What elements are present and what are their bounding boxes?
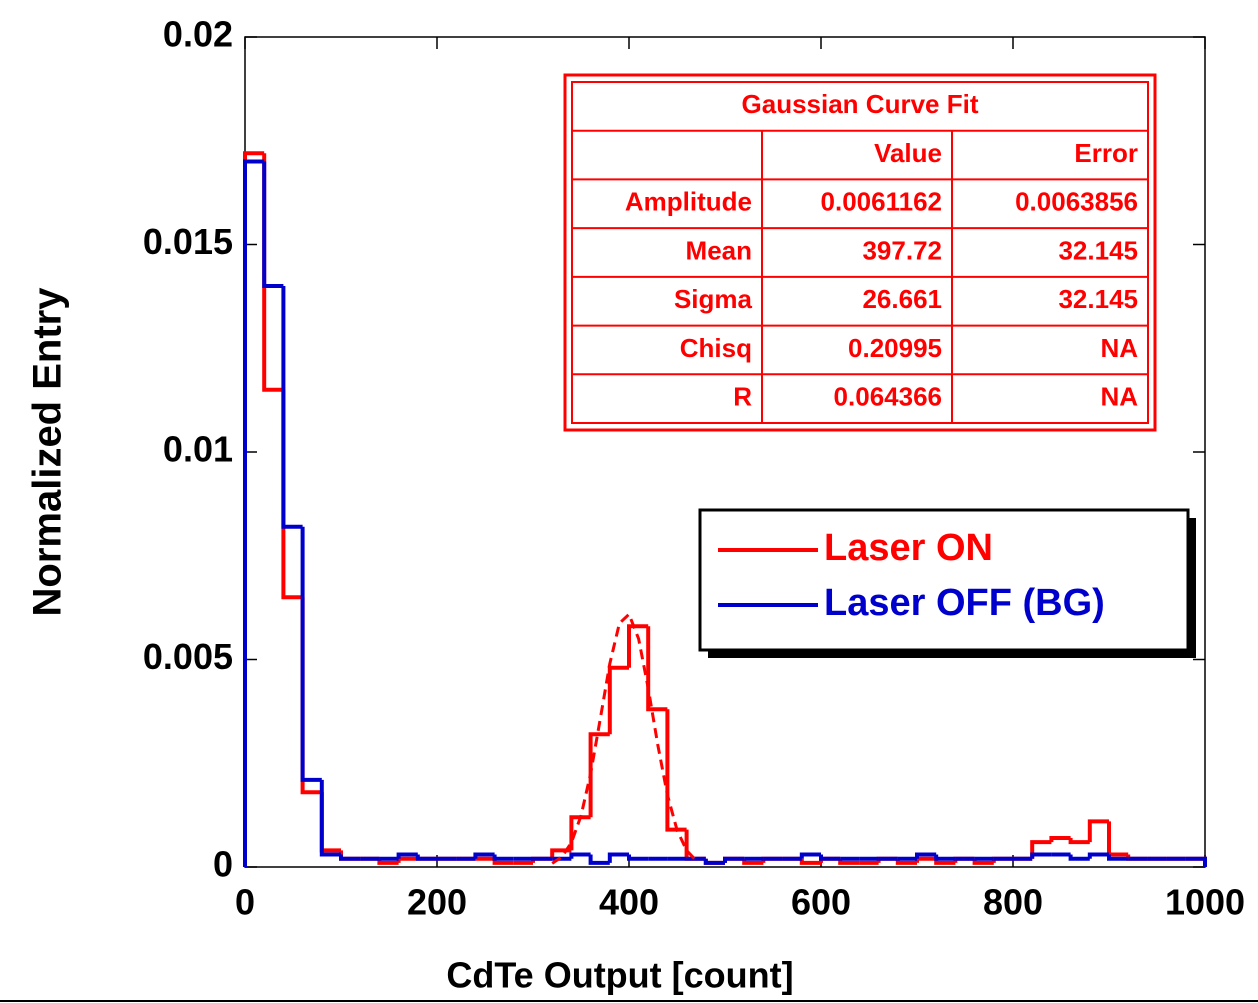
histogram-bin <box>588 854 610 865</box>
histogram-bin <box>607 665 629 735</box>
legend-label: Laser ON <box>824 527 993 569</box>
x-tick-label: 1000 <box>1165 882 1245 923</box>
histogram-bin <box>281 389 303 600</box>
histogram-bin <box>703 858 725 865</box>
histogram-bin <box>1068 854 1090 861</box>
histogram-bin <box>627 624 649 668</box>
x-axis-label: CdTe Output [count] <box>446 955 793 996</box>
histogram-bin <box>569 852 591 859</box>
histogram-bin <box>1087 819 1109 843</box>
histogram-bin <box>665 709 687 832</box>
table-cell: Sigma <box>674 284 753 314</box>
histogram-bin <box>915 852 937 859</box>
histogram-bin <box>281 286 303 529</box>
table-cell: 26.661 <box>862 284 942 314</box>
histogram-bin <box>319 792 341 853</box>
table-cell: NA <box>1100 333 1138 363</box>
histogram-bin <box>723 856 745 863</box>
table-cell: NA <box>1100 382 1138 412</box>
histogram-bin <box>262 153 284 392</box>
fit-curve <box>551 611 698 865</box>
legend-box <box>698 508 1190 652</box>
table-header: Value <box>874 138 942 168</box>
histogram-bin <box>319 779 341 857</box>
histogram-bin <box>300 597 322 795</box>
histogram-bin <box>607 852 629 863</box>
histogram-bin <box>1087 852 1109 859</box>
histogram-bin <box>799 858 821 865</box>
x-tick-label: 0 <box>235 882 255 923</box>
table-border <box>563 73 1157 432</box>
histogram-bin <box>300 526 322 782</box>
table-cell: 0.20995 <box>848 333 942 363</box>
y-axis-label: Normalized Entry <box>26 287 70 617</box>
table-cell: Mean <box>686 235 752 265</box>
x-tick-label: 600 <box>791 882 851 923</box>
y-tick-label: 0.005 <box>143 636 233 677</box>
histogram-bin <box>243 159 265 867</box>
histogram-bin <box>243 151 265 867</box>
y-tick-label: 0.01 <box>163 429 233 470</box>
x-tick-label: 400 <box>599 882 659 923</box>
histogram-bin <box>473 852 495 859</box>
table-cell: 397.72 <box>862 235 942 265</box>
histogram-bin <box>339 854 361 861</box>
histogram-bin <box>1185 856 1207 867</box>
histogram-bin <box>492 854 514 861</box>
histogram-bin <box>588 732 610 818</box>
table-cell: 32.145 <box>1058 284 1138 314</box>
histogram-bin <box>819 854 841 861</box>
table-title: Gaussian Curve Fit <box>742 89 979 119</box>
table-cell: Chisq <box>680 333 752 363</box>
histogram-bin <box>1107 854 1129 861</box>
table-cell: R <box>733 382 752 412</box>
table-cell: 0.0061162 <box>821 187 942 217</box>
histogram-bin <box>915 856 937 863</box>
y-tick-label: 0.015 <box>143 221 233 262</box>
table-header: Error <box>1074 138 1138 168</box>
table-cell: 32.145 <box>1058 235 1138 265</box>
histogram-bin <box>627 854 649 861</box>
legend-label: Laser OFF (BG) <box>824 582 1105 624</box>
histogram-bin <box>1030 852 1052 859</box>
y-tick-label: 0.02 <box>163 14 233 55</box>
histogram-bin <box>569 815 591 851</box>
histogram-bin <box>934 854 956 861</box>
table-border <box>571 81 1149 424</box>
histogram-bin <box>799 852 821 859</box>
x-tick-label: 200 <box>407 882 467 923</box>
table-cell: Amplitude <box>625 187 752 217</box>
histogram-bin <box>396 856 418 863</box>
histogram-bin <box>646 626 668 712</box>
x-tick-label: 800 <box>983 882 1043 923</box>
histogram-bin <box>1068 837 1090 845</box>
histogram-bin <box>1107 821 1129 857</box>
histogram-bin <box>262 161 284 288</box>
histogram-bin <box>396 852 418 859</box>
table-cell: 0.0063856 <box>1015 187 1138 217</box>
table-cell: 0.064366 <box>834 382 942 412</box>
histogram-bin <box>415 854 437 861</box>
histogram-bin <box>1049 835 1071 843</box>
y-tick-label: 0 <box>213 844 233 885</box>
